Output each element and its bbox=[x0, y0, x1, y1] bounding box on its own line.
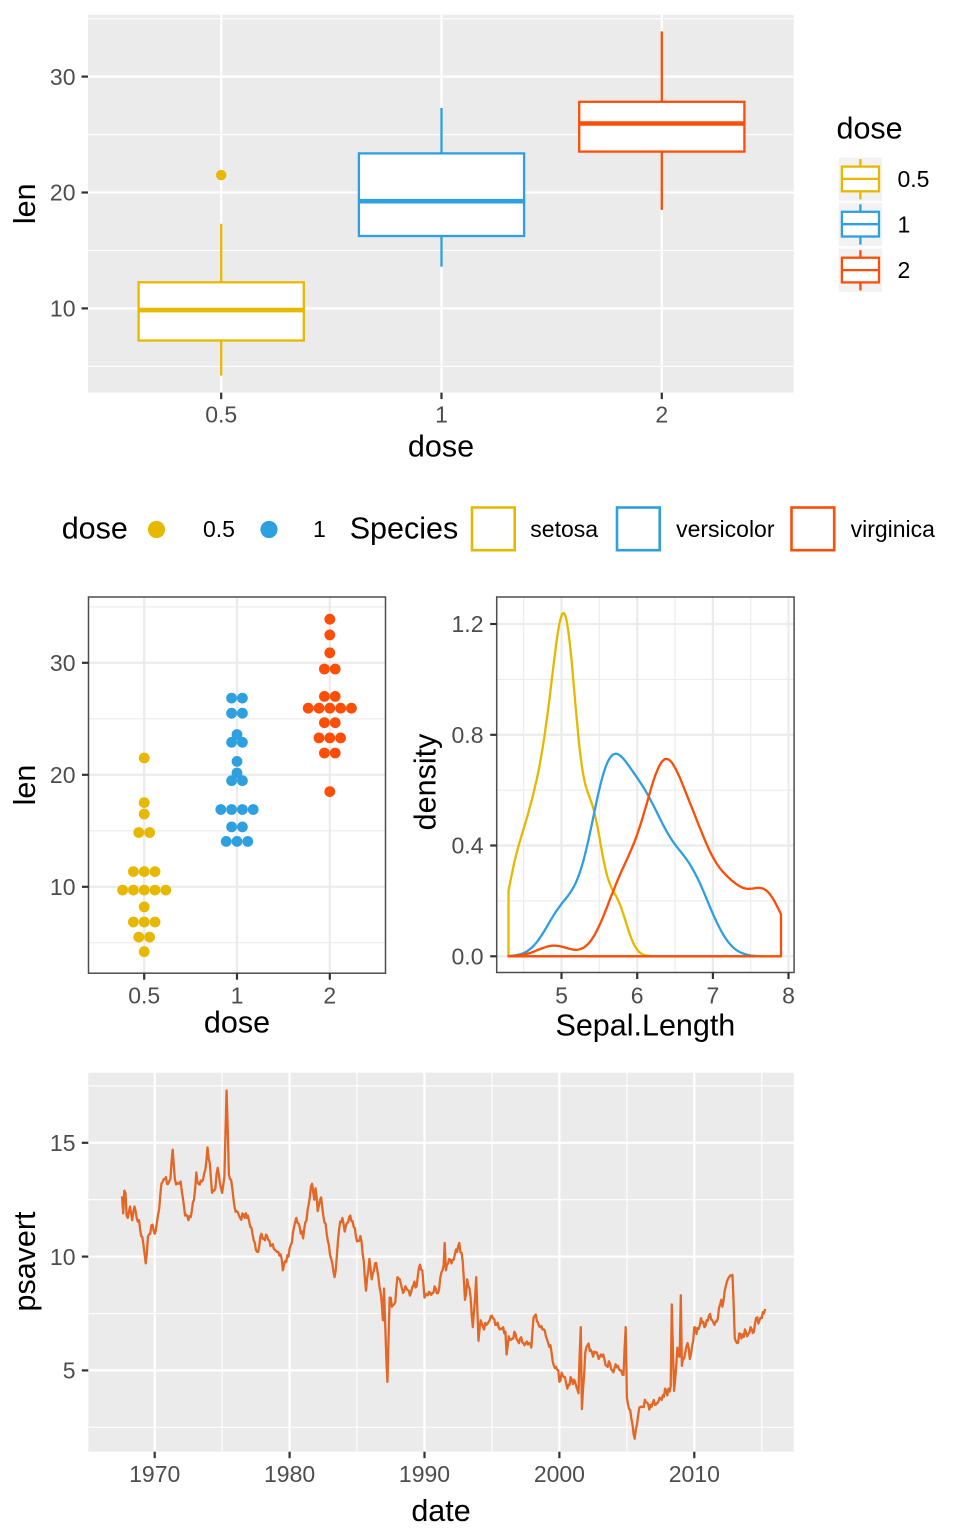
svg-text:len: len bbox=[8, 183, 42, 224]
svg-text:dose: dose bbox=[408, 430, 474, 464]
svg-text:virginica: virginica bbox=[851, 516, 936, 542]
svg-text:10: 10 bbox=[50, 296, 76, 322]
svg-text:2: 2 bbox=[898, 257, 911, 283]
svg-text:0.5: 0.5 bbox=[203, 516, 235, 542]
svg-text:2: 2 bbox=[655, 402, 668, 428]
svg-text:psavert: psavert bbox=[8, 1211, 42, 1312]
svg-text:len: len bbox=[8, 765, 42, 806]
svg-text:10: 10 bbox=[50, 874, 76, 900]
svg-text:2: 2 bbox=[323, 983, 336, 1009]
svg-text:7: 7 bbox=[707, 983, 720, 1009]
svg-text:versicolor: versicolor bbox=[676, 516, 775, 542]
svg-text:30: 30 bbox=[50, 64, 76, 90]
svg-text:5: 5 bbox=[555, 983, 568, 1009]
svg-text:dose: dose bbox=[204, 1006, 270, 1040]
svg-text:density: density bbox=[409, 733, 443, 830]
svg-text:Species: Species bbox=[350, 512, 459, 546]
svg-text:30: 30 bbox=[50, 650, 76, 676]
svg-text:15: 15 bbox=[50, 1130, 76, 1156]
svg-text:0.0: 0.0 bbox=[452, 944, 484, 970]
svg-text:1.2: 1.2 bbox=[452, 611, 484, 637]
svg-text:0.5: 0.5 bbox=[128, 983, 160, 1009]
svg-text:1: 1 bbox=[231, 983, 244, 1009]
svg-text:0.8: 0.8 bbox=[452, 722, 484, 748]
svg-text:0.5: 0.5 bbox=[205, 402, 237, 428]
svg-text:dose: dose bbox=[837, 112, 903, 146]
svg-text:0.4: 0.4 bbox=[452, 833, 484, 859]
svg-text:Sepal.Length: Sepal.Length bbox=[556, 1009, 736, 1043]
svg-text:8: 8 bbox=[782, 983, 795, 1009]
svg-text:1: 1 bbox=[313, 516, 326, 542]
svg-text:setosa: setosa bbox=[530, 516, 598, 542]
svg-text:20: 20 bbox=[50, 180, 76, 206]
svg-text:1980: 1980 bbox=[264, 1461, 315, 1487]
svg-text:dose: dose bbox=[62, 512, 128, 546]
svg-text:2010: 2010 bbox=[669, 1461, 720, 1487]
svg-text:1990: 1990 bbox=[399, 1461, 450, 1487]
svg-text:1: 1 bbox=[898, 211, 911, 237]
svg-text:20: 20 bbox=[50, 762, 76, 788]
svg-text:0.5: 0.5 bbox=[898, 166, 930, 192]
svg-text:1970: 1970 bbox=[129, 1461, 180, 1487]
svg-text:date: date bbox=[411, 1494, 470, 1528]
svg-text:2000: 2000 bbox=[534, 1461, 585, 1487]
svg-text:5: 5 bbox=[63, 1358, 76, 1384]
svg-text:1: 1 bbox=[435, 402, 448, 428]
svg-text:10: 10 bbox=[50, 1244, 76, 1270]
svg-text:6: 6 bbox=[631, 983, 644, 1009]
